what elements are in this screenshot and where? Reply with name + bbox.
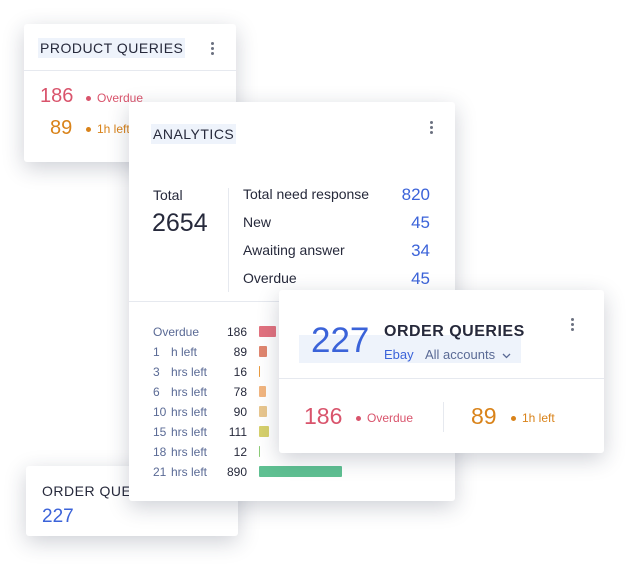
row-value: 78 bbox=[233, 385, 247, 399]
divider bbox=[24, 70, 236, 71]
total-label: Total bbox=[153, 187, 183, 203]
divider bbox=[443, 402, 444, 432]
row-hours: 18 bbox=[153, 445, 167, 459]
overdue-count: 186 bbox=[304, 403, 343, 429]
row-value: 12 bbox=[233, 445, 247, 459]
count: 227 bbox=[42, 506, 74, 527]
accounts-filter[interactable]: All accounts bbox=[425, 347, 511, 362]
row-hours: 15 bbox=[153, 425, 167, 439]
row-label: h left bbox=[171, 345, 198, 359]
count: 227 bbox=[311, 321, 370, 360]
divider bbox=[279, 378, 604, 379]
label: 1h left bbox=[522, 411, 555, 425]
order-queries-card: 227 ORDER QUERIES Ebay All accounts 186 … bbox=[279, 290, 604, 453]
source-filter[interactable]: Ebay bbox=[384, 347, 414, 362]
stat-label: Awaiting answer bbox=[243, 242, 345, 258]
row-hours: 1 bbox=[153, 345, 160, 359]
row-hours: 6 bbox=[153, 385, 160, 399]
row-hours: 21 bbox=[153, 465, 167, 479]
soon-count: 89 bbox=[471, 403, 497, 429]
card-title: PRODUCT QUERIES bbox=[38, 38, 186, 58]
bar bbox=[259, 386, 267, 397]
overdue-count: 186 bbox=[40, 85, 74, 107]
bar bbox=[259, 366, 261, 377]
row-hours: 3 bbox=[153, 365, 160, 379]
stat-value: 45 bbox=[411, 213, 430, 232]
soon-label: 1h left bbox=[511, 411, 555, 425]
row-value: 90 bbox=[233, 405, 247, 419]
row-value: 16 bbox=[233, 365, 247, 379]
soon-count: 89 bbox=[50, 117, 73, 139]
row-label: hrs left bbox=[171, 405, 208, 419]
bar bbox=[259, 446, 261, 457]
label: Overdue bbox=[367, 411, 414, 425]
stat-label: New bbox=[243, 214, 272, 230]
menu-button[interactable] bbox=[571, 318, 574, 333]
bar bbox=[259, 346, 268, 357]
row-hours: 10 bbox=[153, 405, 167, 419]
highlight bbox=[299, 335, 521, 363]
row-label: hrs left bbox=[171, 385, 208, 399]
card-title: ANALYTICS bbox=[151, 124, 237, 144]
label: 1h left bbox=[97, 122, 130, 136]
card-title: ORDER QUERIES bbox=[384, 323, 525, 340]
menu-button[interactable] bbox=[430, 121, 433, 136]
overdue-label: Overdue bbox=[356, 411, 413, 425]
row-value: 890 bbox=[226, 465, 247, 479]
overdue-label: Overdue bbox=[86, 91, 143, 105]
divider bbox=[228, 188, 229, 292]
bar bbox=[259, 466, 342, 477]
chevron bbox=[502, 353, 511, 358]
menu-button[interactable] bbox=[211, 42, 214, 57]
row-label: hrs left bbox=[171, 365, 208, 379]
row-value: 186 bbox=[226, 325, 247, 339]
label: Overdue bbox=[97, 91, 144, 105]
stat-value: 820 bbox=[401, 185, 430, 204]
bar bbox=[259, 326, 277, 337]
bar bbox=[259, 406, 268, 417]
product-queries-card: PRODUCT QUERIES 186 Overdue 89 1h left bbox=[24, 24, 236, 162]
soon-label: 1h left bbox=[86, 122, 130, 136]
row-label: hrs left bbox=[171, 445, 208, 459]
bar bbox=[259, 426, 270, 437]
label: All accounts bbox=[425, 347, 496, 362]
row-value: 111 bbox=[228, 425, 247, 439]
total-value: 2654 bbox=[152, 209, 208, 237]
stat-value: 45 bbox=[411, 269, 430, 288]
row-value: 89 bbox=[233, 345, 247, 359]
row-label: hrs left bbox=[171, 465, 208, 479]
stat-label: Total need response bbox=[243, 186, 370, 202]
row-label: Overdue bbox=[153, 325, 200, 339]
row-label: hrs left bbox=[171, 425, 208, 439]
stat-label: Overdue bbox=[243, 270, 297, 286]
stat-value: 34 bbox=[411, 241, 430, 260]
